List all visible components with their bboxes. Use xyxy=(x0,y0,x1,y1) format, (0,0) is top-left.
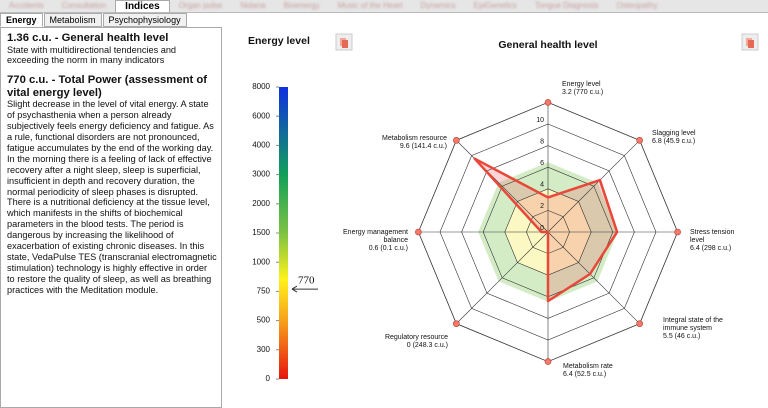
axis-label: Stress tension level xyxy=(690,229,734,244)
heading: 1.36 c.u. - General health level xyxy=(7,32,169,44)
axis-label: Integral state of the immune system xyxy=(663,317,723,332)
tab[interactable]: Accidents xyxy=(9,1,44,10)
axis-line xyxy=(547,140,640,233)
chart-title: Energy level xyxy=(248,35,310,47)
tab[interactable]: Music of the Heart xyxy=(337,1,403,10)
tab[interactable]: Indices xyxy=(115,0,170,12)
value-label: 9.6 (141.4 c.u.) xyxy=(400,143,447,150)
value-label: 6.4 (298 c.u.) xyxy=(690,245,731,252)
axis-dot xyxy=(453,137,460,144)
axis-line xyxy=(456,140,549,233)
tab[interactable]: EpiGenetics xyxy=(473,1,517,10)
data-line xyxy=(473,157,619,303)
value-label: 6.4 (52.5 c.u.) xyxy=(563,371,606,378)
sub-tab-bar: Energy Metabolism Psychophysiology xyxy=(0,13,188,27)
y-tick-label: 8000 xyxy=(252,82,270,91)
zone xyxy=(478,162,618,302)
value-label: 0.6 (0.1 c.u.) xyxy=(369,245,408,252)
paragraph: Slight decrease in the level of vital en… xyxy=(7,99,217,295)
chart-title: General health level xyxy=(498,39,597,51)
y-tick-label: 750 xyxy=(257,287,271,296)
description-panel: 1.36 c.u. - General health level State w… xyxy=(0,27,222,408)
value-label: 3.2 (770 c.u.) xyxy=(562,89,603,96)
tab[interactable]: Bioenergy xyxy=(283,1,320,10)
sub-tab[interactable]: Psychophysiology xyxy=(102,13,187,27)
zone xyxy=(504,188,592,276)
gauge-bar xyxy=(279,87,288,379)
heading: 770 c.u. - Total Power (assessment of vi… xyxy=(7,74,208,99)
axis-dot xyxy=(636,137,643,144)
value-label: 770 xyxy=(298,275,315,287)
value-label: 5.5 (46 c.u.) xyxy=(663,333,700,340)
copy-icon[interactable] xyxy=(335,33,353,51)
grid-ring xyxy=(482,166,614,298)
outer-ring xyxy=(417,101,679,363)
y-tick-label: 4000 xyxy=(252,141,270,150)
r-tick-label: 8 xyxy=(540,138,544,145)
axis-dot xyxy=(674,228,681,236)
value-arrow xyxy=(291,285,318,293)
y-tick-label: 300 xyxy=(257,345,271,354)
copy-icon[interactable] xyxy=(741,33,759,51)
tab[interactable]: Osteopathy xyxy=(616,1,658,10)
axis-dot xyxy=(415,228,422,236)
y-tick-label: 1500 xyxy=(252,228,270,237)
axis-label: Energy level xyxy=(562,81,601,88)
tab[interactable]: Dynamics xyxy=(420,1,456,10)
y-tick-label: 1000 xyxy=(252,257,270,266)
axis-dot xyxy=(636,320,643,327)
r-tick-label: 2 xyxy=(540,203,544,210)
tab[interactable]: Organ pulse xyxy=(178,1,223,10)
grid-ring xyxy=(526,210,570,254)
value-label: 6.8 (45.9 c.u.) xyxy=(652,138,695,145)
grid-ring xyxy=(439,123,657,341)
sub-tab[interactable]: Energy xyxy=(0,13,43,27)
axis-dot xyxy=(453,320,460,327)
axis-label: Regulatory resource xyxy=(385,334,448,341)
sub-tab[interactable]: Metabolism xyxy=(43,13,102,27)
axis-line xyxy=(547,231,640,324)
value-label: 0 (248.3 c.u.) xyxy=(407,342,448,349)
axis-dot xyxy=(544,358,552,365)
y-tick-label: 3000 xyxy=(252,170,270,179)
tab[interactable]: Tongue Diagnosis xyxy=(534,1,599,10)
y-tick-label: 500 xyxy=(257,316,271,325)
r-tick-label: 0 xyxy=(540,225,544,232)
axis-label: Metabolism rate xyxy=(563,363,613,370)
r-tick-label: 10 xyxy=(536,117,544,124)
r-tick-label: 6 xyxy=(540,160,544,167)
top-tab-bar: Accidents Consultation Indices Organ pulse N… xyxy=(0,0,768,13)
y-tick-label: 6000 xyxy=(252,111,270,120)
axis-label: Slagging level xyxy=(652,130,696,137)
axis-dot xyxy=(544,99,552,106)
axis-line xyxy=(456,231,549,324)
y-tick-label: 2000 xyxy=(252,199,270,208)
data-area xyxy=(474,158,618,302)
paragraph: State with multidirectional tendencies a… xyxy=(7,44,177,66)
grid-ring xyxy=(461,145,635,319)
tab[interactable]: Nidana xyxy=(240,1,266,10)
y-tick-label: 0 xyxy=(266,374,271,383)
axis-label: Energy management balance xyxy=(343,229,408,244)
grid-ring xyxy=(504,188,592,276)
r-tick-label: 4 xyxy=(540,182,544,189)
tab[interactable]: Consultation xyxy=(61,1,107,10)
axis-label: Metabolism resource xyxy=(382,135,447,142)
